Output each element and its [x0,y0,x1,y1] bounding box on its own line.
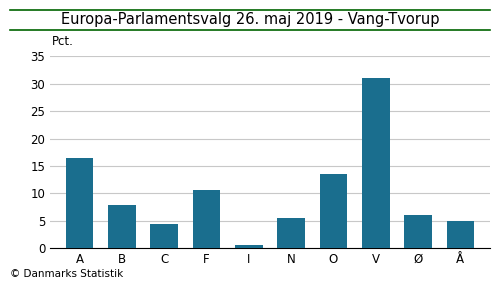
Bar [278,218,305,248]
Bar [150,224,178,248]
Bar [66,158,94,248]
Bar [446,221,474,248]
Text: Pct.: Pct. [52,35,74,48]
Bar [320,174,347,248]
Bar [362,78,390,248]
Bar [235,245,262,248]
Bar [108,205,136,248]
Text: © Danmarks Statistik: © Danmarks Statistik [10,269,123,279]
Bar [193,190,220,248]
Text: Europa-Parlamentsvalg 26. maj 2019 - Vang-Tvorup: Europa-Parlamentsvalg 26. maj 2019 - Van… [61,12,440,27]
Bar [404,215,432,248]
